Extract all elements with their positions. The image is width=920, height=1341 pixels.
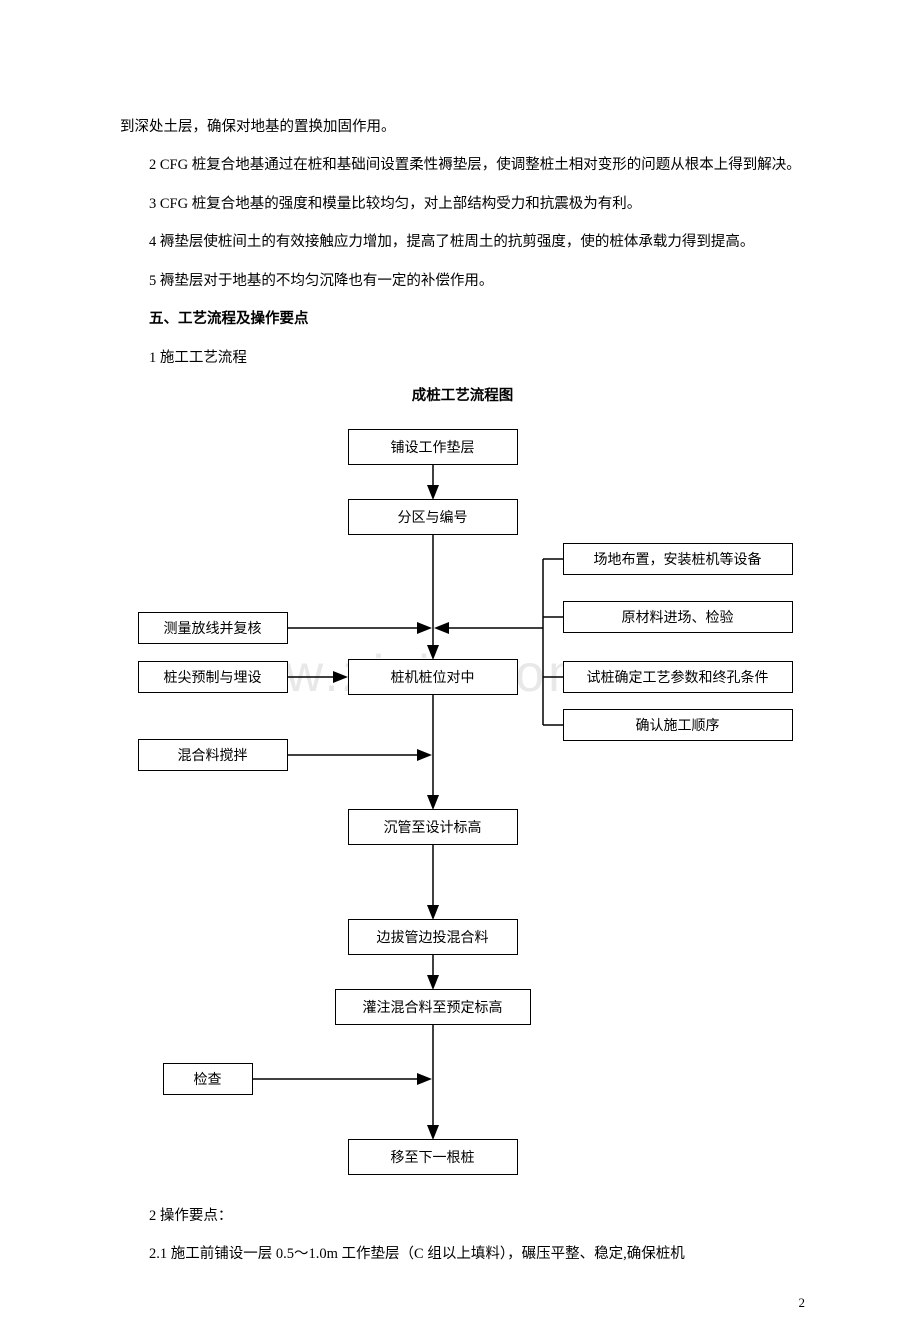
- flow-node-side: 混合料搅拌: [138, 739, 288, 771]
- flow-node: 沉管至设计标高: [348, 809, 518, 845]
- page-number: 2: [799, 1295, 806, 1311]
- flow-node: 移至下一根桩: [348, 1139, 518, 1175]
- body-text: 2.1 施工前铺设一层 0.5～1.0m 工作垫层（C 组以上填料），碾压平整、…: [120, 1242, 805, 1266]
- body-text: 2 操作要点：: [120, 1204, 805, 1228]
- body-text: 1 施工工艺流程: [120, 346, 805, 370]
- document-page: 到深处土层，确保对地基的置换加固作用。 2 CFG 桩复合地基通过在桩和基础间设…: [0, 0, 920, 1341]
- flowchart: www.zixin.com.cn: [123, 419, 803, 1189]
- flow-node-side: 场地布置，安装桩机等设备: [563, 543, 793, 575]
- flow-node-side: 试桩确定工艺参数和终孔条件: [563, 661, 793, 693]
- section-heading: 五、工艺流程及操作要点: [120, 307, 805, 331]
- flow-node-side: 检查: [163, 1063, 253, 1095]
- body-text: 4 褥垫层使桩间土的有效接触应力增加，提高了桩周土的抗剪强度，使的桩体承载力得到…: [120, 230, 805, 254]
- flow-node: 桩机桩位对中: [348, 659, 518, 695]
- flow-node: 分区与编号: [348, 499, 518, 535]
- body-text: 5 褥垫层对于地基的不均匀沉降也有一定的补偿作用。: [120, 269, 805, 293]
- flow-node: 边拔管边投混合料: [348, 919, 518, 955]
- flow-node-side: 确认施工顺序: [563, 709, 793, 741]
- body-text: 2 CFG 桩复合地基通过在桩和基础间设置柔性褥垫层，使调整桩土相对变形的问题从…: [120, 153, 805, 177]
- flow-node: 灌注混合料至预定标高: [335, 989, 531, 1025]
- flow-node-side: 测量放线并复核: [138, 612, 288, 644]
- flow-node: 铺设工作垫层: [348, 429, 518, 465]
- flow-node-side: 桩尖预制与埋设: [138, 661, 288, 693]
- flow-node-side: 原材料进场、检验: [563, 601, 793, 633]
- flowchart-title: 成桩工艺流程图: [120, 384, 805, 405]
- body-text: 到深处土层，确保对地基的置换加固作用。: [120, 115, 805, 139]
- body-text: 3 CFG 桩复合地基的强度和模量比较均匀，对上部结构受力和抗震极为有利。: [120, 192, 805, 216]
